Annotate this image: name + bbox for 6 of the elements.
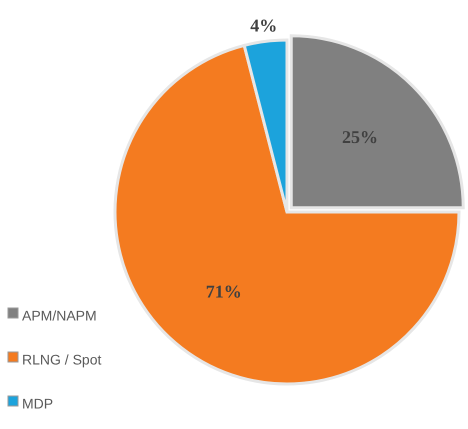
legend-label: MDP bbox=[22, 396, 54, 412]
data-label: 71% bbox=[206, 282, 242, 302]
legend-label: RLNG / Spot bbox=[22, 352, 102, 368]
data-label: 4% bbox=[250, 16, 278, 36]
legend-label: APM/NAPM bbox=[22, 308, 97, 324]
data-label: 25% bbox=[342, 127, 378, 148]
